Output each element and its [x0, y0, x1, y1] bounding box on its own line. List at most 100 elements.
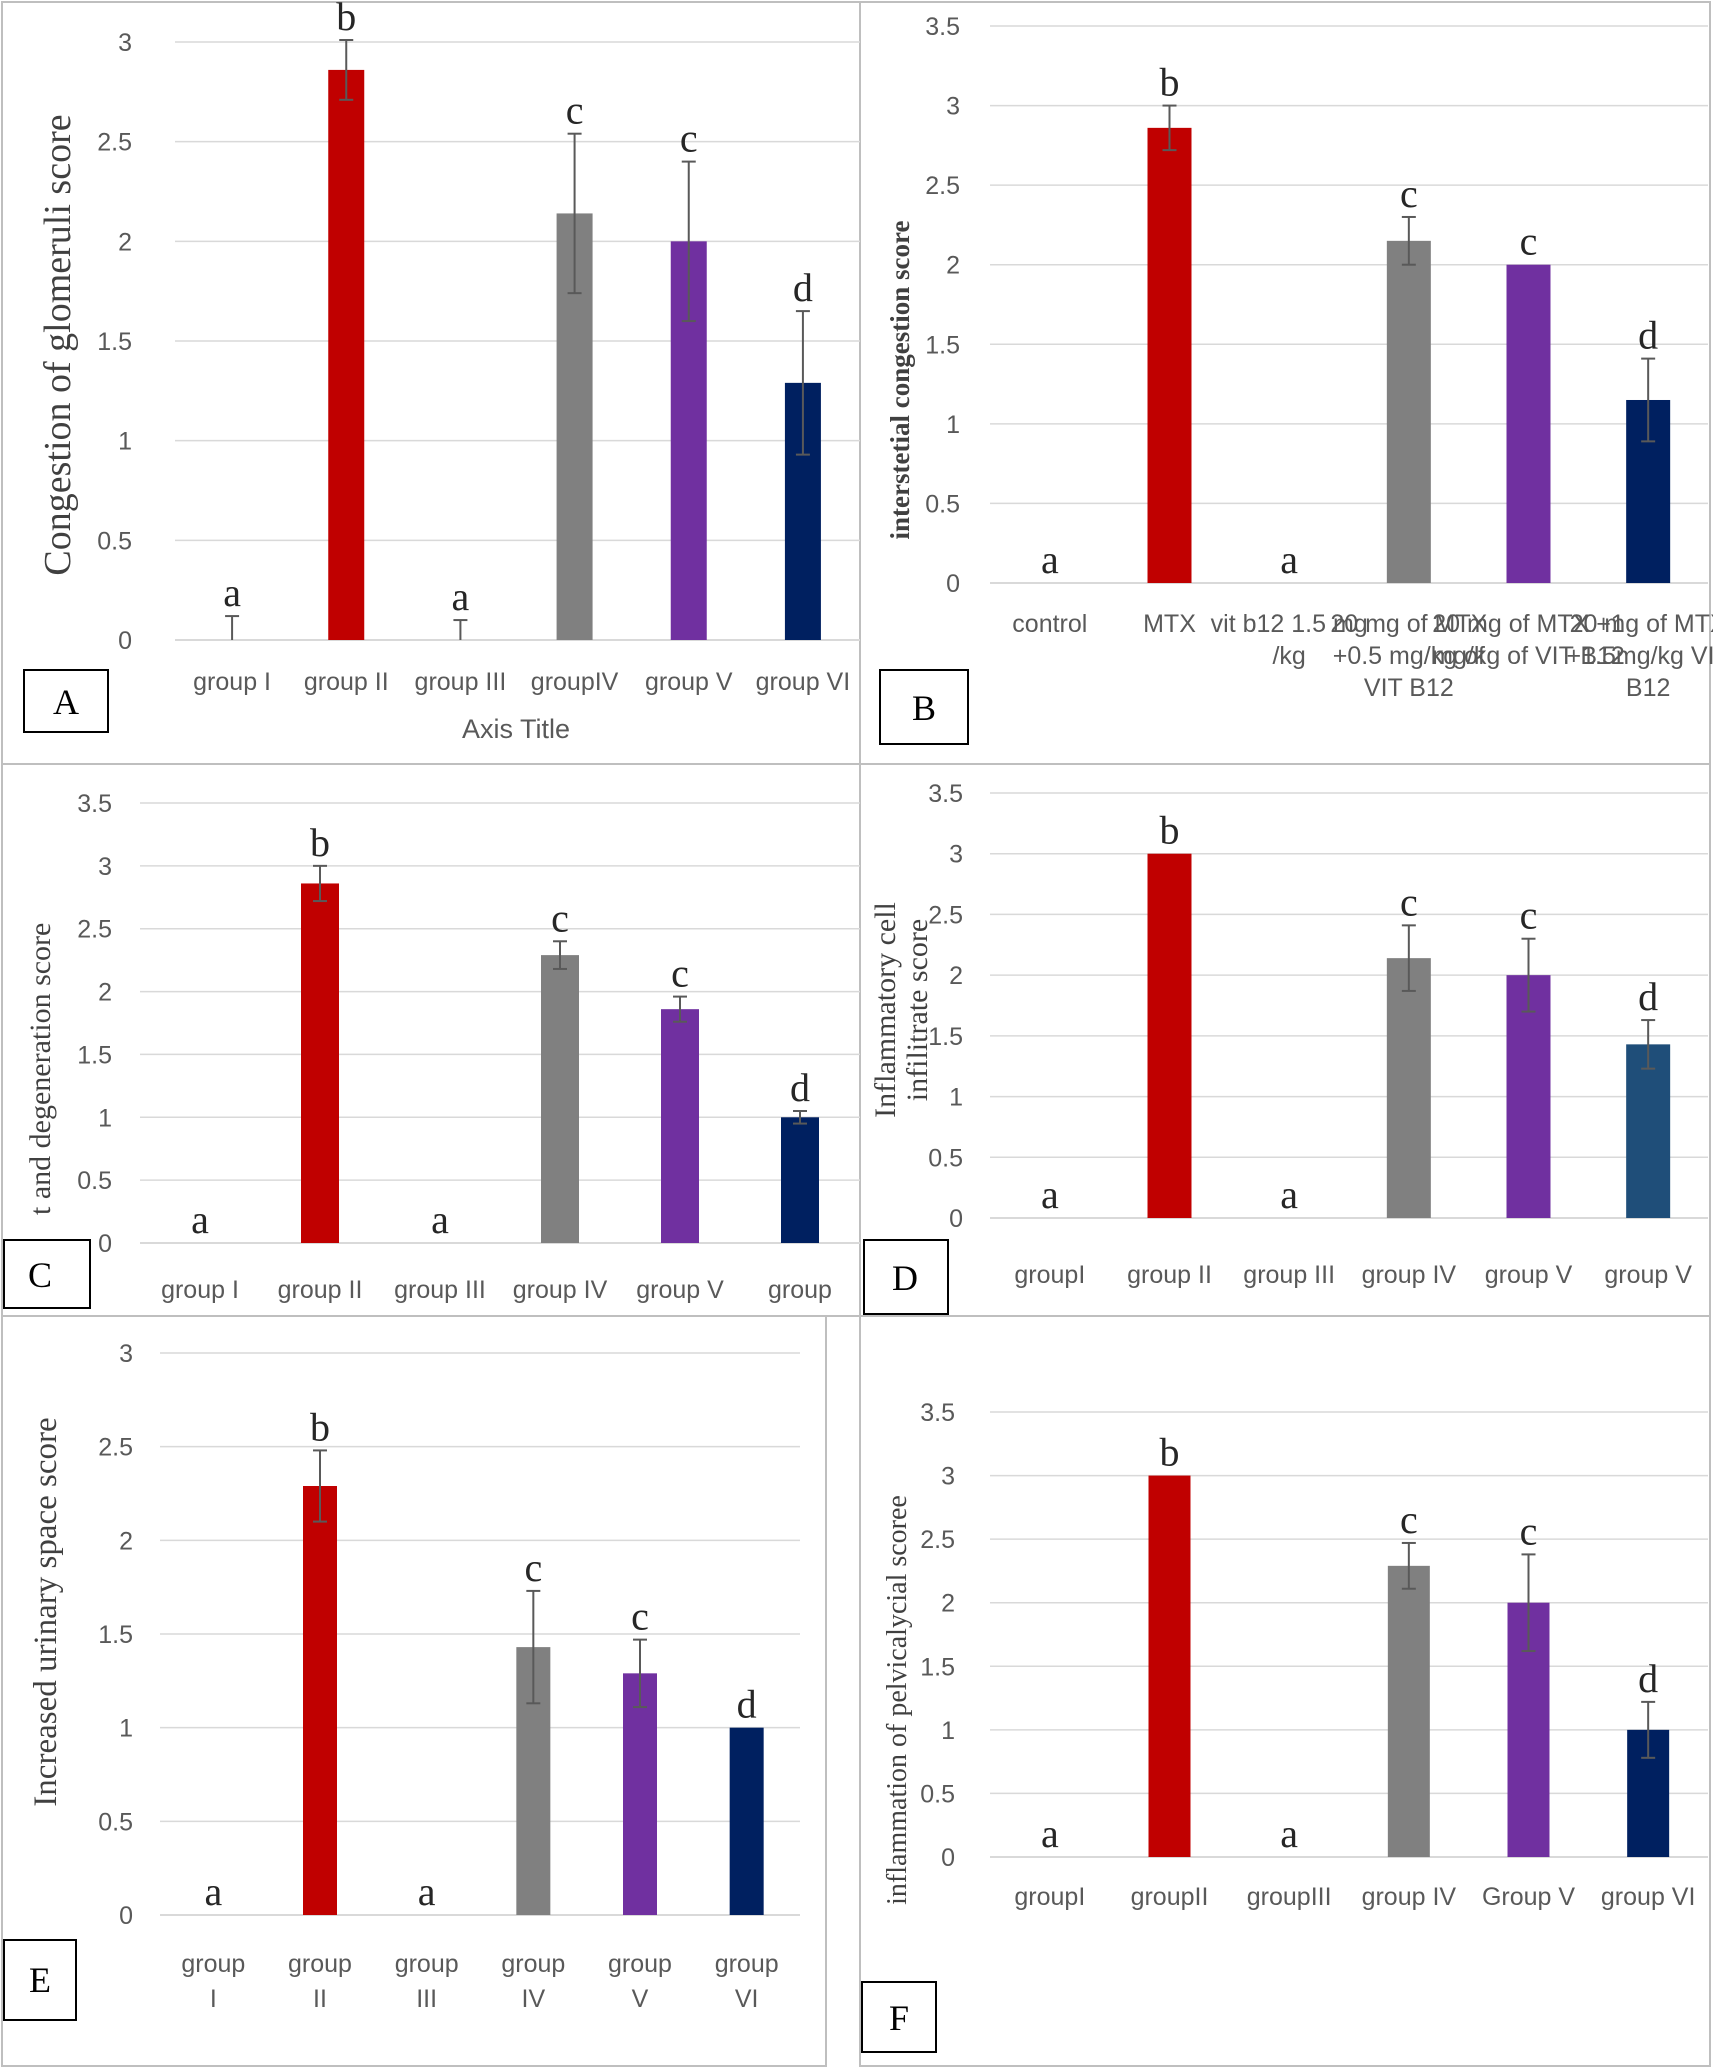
- chart-E-y-tick-label: 1: [119, 1715, 133, 1743]
- chart-D-bar: [1626, 1044, 1671, 1218]
- chart-F-bars: [1148, 1475, 1670, 1857]
- chart-F-category-label: group VI: [1601, 1883, 1696, 1911]
- chart-B-category-label-line: VIT B12: [1364, 674, 1454, 702]
- chart-C-y-tick-label: 0: [98, 1230, 112, 1258]
- chart-D-y-tick-label: 3: [949, 841, 963, 869]
- chart-B-bar: [1147, 127, 1192, 583]
- chart-B-category-label-line: mg/kg of VIT B12: [1432, 642, 1625, 670]
- chart-C-bar: [661, 1009, 699, 1243]
- panel-E-label-box: [3, 1939, 77, 2021]
- chart-E-category-label-line: IV: [522, 1985, 546, 2013]
- chart-D-significance-letter: a: [1280, 1172, 1298, 1217]
- chart-A-y-tick-label: 0.5: [97, 527, 132, 555]
- chart-D-bar: [1506, 975, 1551, 1218]
- panel-F-label-box: [861, 1981, 937, 2053]
- chart-A-gridlines: [175, 41, 860, 641]
- chart-A-category-label: group I: [193, 668, 271, 696]
- panel-C-label-box: [3, 1239, 91, 1309]
- chart-A-y-axis-label: Congestion of glomeruli score: [37, 114, 79, 575]
- panel-B-label: B: [912, 688, 936, 728]
- chart-C-y-axis-label: t and degeneration score: [24, 923, 57, 1215]
- chart-F-significance-letter: b: [1160, 1430, 1180, 1475]
- chart-A-x-axis-title: Axis Title: [462, 714, 570, 744]
- chart-A-significance-letter: d: [793, 265, 813, 310]
- chart-C-significance-letter: c: [671, 951, 689, 996]
- chart-A-significance-letter: a: [452, 574, 470, 619]
- chart-A-significance-letter: a: [223, 570, 241, 615]
- chart-C-category-label: group III: [394, 1276, 486, 1304]
- chart-B-significance-letter: b: [1160, 60, 1180, 105]
- chart-E-category-label: group I: [181, 1950, 245, 2013]
- chart-E-gridlines: [160, 1352, 800, 1916]
- chart-D-y-tick-label: 1.5: [928, 1023, 963, 1051]
- chart-E-y-tick-label: 1.5: [98, 1621, 133, 1649]
- chart-E-bar: [623, 1673, 657, 1915]
- chart-A-significance-letter: c: [680, 116, 698, 161]
- chart-C-significance-letter: d: [790, 1065, 810, 1110]
- chart-F-significance-letter: a: [1041, 1811, 1059, 1856]
- chart-E-category-label-line: group: [608, 1950, 672, 1978]
- chart-B-y-tick-label: 1: [946, 411, 960, 439]
- chart-B-significance-letter: c: [1520, 219, 1538, 264]
- chart-B-bars: [1147, 127, 1671, 584]
- chart-F-significance-letters: a b a c c d: [1041, 1430, 1658, 1856]
- chart-E-category-label-line: III: [416, 1985, 437, 2013]
- chart-B-category-label: 20 mg of MTX +0.5 mg/kg of VIT B12: [1330, 610, 1487, 702]
- chart-B-significance-letter: d: [1638, 313, 1658, 358]
- chart-B-category-label: control: [1012, 610, 1087, 638]
- chart-C-y-tick-label: 0.5: [77, 1167, 112, 1195]
- panel-D-label: D: [892, 1258, 918, 1298]
- chart-F-category-labels: groupI groupII groupIII group IV Group V grou…: [1014, 1883, 1695, 1911]
- chart-D-y-tick-label: 0: [949, 1205, 963, 1233]
- chart-F-significance-letter: c: [1520, 1508, 1538, 1553]
- chart-B-bar: [1386, 240, 1431, 584]
- chart-B-y-axis-label: interstetial congestion score: [885, 221, 915, 540]
- chart-E-y-tick-label: 3: [119, 1340, 133, 1368]
- chart-C-bars: [301, 883, 819, 1243]
- chart-E-y-axis-label: Increased urinary space score: [28, 1417, 64, 1806]
- chart-E-category-label-line: group: [288, 1950, 352, 1978]
- chart-D-y-tick-label: 1: [949, 1084, 963, 1112]
- chart-E-category-label-line: group: [181, 1950, 245, 1978]
- chart-D-error-bars: [1401, 924, 1656, 1070]
- chart-F-category-label: Group V: [1482, 1883, 1575, 1911]
- chart-F-y-tick-label: 3.5: [920, 1399, 955, 1427]
- chart-E-bar: [729, 1727, 764, 1915]
- chart-D-category-labels: groupI group II group III group IV group V gr…: [1014, 1261, 1692, 1289]
- chart-E-category-label: group III: [395, 1950, 459, 2013]
- chart-F-category-label: groupIII: [1247, 1883, 1332, 1911]
- chart-D-category-label: group IV: [1362, 1261, 1457, 1289]
- chart-B-category-label-line: B12: [1626, 674, 1670, 702]
- chart-B-significance-letter: c: [1400, 171, 1418, 216]
- chart-E-y-tick-label: 2: [119, 1527, 133, 1555]
- chart-F-y-tick-label: 1.5: [920, 1653, 955, 1681]
- chart-C-bar: [301, 883, 339, 1243]
- chart-A-y-tick-label: 1: [118, 428, 132, 456]
- panel-D-label-box: [863, 1239, 949, 1315]
- chart-D-category-label: group III: [1243, 1261, 1335, 1289]
- chart-C-category-label: group IV: [513, 1276, 608, 1304]
- chart-D-y-tick-label: 2.5: [928, 901, 963, 929]
- chart-C-category-labels: group I group II group III group IV group V g…: [161, 1276, 832, 1304]
- chart-F-y-tick-label: 3: [941, 1463, 955, 1491]
- chart-A-y-tick-label: 2: [118, 228, 132, 256]
- chart-B-y-tick-label: 2.5: [925, 172, 960, 200]
- chart-B-y-tick-label: 0: [946, 570, 960, 598]
- chart-D-y-axis-label-line2: infilitrate score: [901, 919, 934, 1101]
- chart-E-category-label-line: group: [715, 1950, 779, 1978]
- chart-E-category-label-line: group: [501, 1950, 565, 1978]
- chart-A-category-label: groupIV: [531, 668, 619, 696]
- chart-D-bar: [1147, 853, 1192, 1218]
- chart-C-y-tick-label: 1: [98, 1104, 112, 1132]
- chart-C-category-label: group: [768, 1276, 832, 1304]
- chart-E-category-label-line: II: [313, 1985, 327, 2013]
- chart-A-category-label: group V: [645, 668, 733, 696]
- chart-A-significance-letter: b: [336, 0, 356, 39]
- chart-B-significance-letters: a b a c c d: [1041, 60, 1658, 582]
- chart-F-category-label: groupI: [1014, 1883, 1085, 1911]
- chart-A-y-tick-label: 3: [118, 29, 132, 57]
- chart-A-significance-letters: a b a c c d: [223, 0, 813, 619]
- chart-B-category-label: 20 mg of MTX +1.5mg/kg VIT B12: [1567, 610, 1713, 702]
